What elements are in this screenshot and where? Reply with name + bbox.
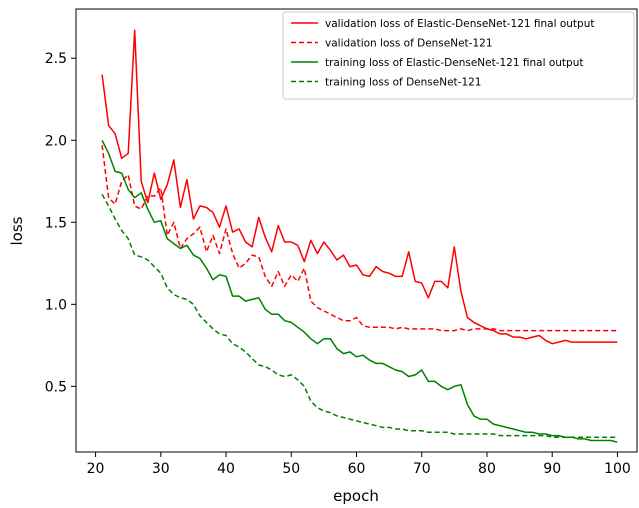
legend-label: training loss of Elastic-DenseNet-121 fi… <box>325 57 583 69</box>
y-axis-label: loss <box>8 216 26 245</box>
x-tick-label: 40 <box>217 461 235 477</box>
legend-box <box>282 11 635 100</box>
y-tick-label: 1.0 <box>45 297 67 313</box>
series-line-validation-loss-of-densenet-121 <box>101 145 618 332</box>
x-tick-label: 100 <box>604 461 631 477</box>
series-line-training-loss-of-densenet-121 <box>101 194 618 438</box>
x-axis: 20 30 40 50 60 70 80 90 100 <box>87 452 631 477</box>
legend: validation loss of Elastic-DenseNet-121 … <box>282 11 635 100</box>
series-line-validation-loss-of-elastic-densenet-121-final-output <box>101 29 618 345</box>
x-tick-label: 90 <box>543 461 561 477</box>
legend-label: training loss of DenseNet-121 <box>325 77 482 89</box>
x-tick-label: 30 <box>152 461 170 477</box>
y-tick-label: 1.5 <box>45 215 67 231</box>
x-tick-label: 20 <box>87 461 105 477</box>
y-tick-label: 0.5 <box>45 379 67 395</box>
legend-label: validation loss of DenseNet-121 <box>325 38 493 50</box>
series-line-training-loss-of-elastic-densenet-121-final-output <box>101 139 618 443</box>
plot-lines <box>101 29 618 443</box>
y-axis: 0.5 1.0 1.5 2.0 2.5 <box>45 51 76 395</box>
y-tick-label: 2.5 <box>45 51 67 67</box>
y-tick-label: 2.0 <box>45 133 67 149</box>
x-tick-label: 80 <box>478 461 496 477</box>
x-tick-label: 50 <box>282 461 300 477</box>
x-tick-label: 60 <box>348 461 366 477</box>
x-tick-label: 70 <box>413 461 431 477</box>
legend-label: validation loss of Elastic-DenseNet-121 … <box>325 18 594 30</box>
x-axis-label: epoch <box>333 487 379 505</box>
